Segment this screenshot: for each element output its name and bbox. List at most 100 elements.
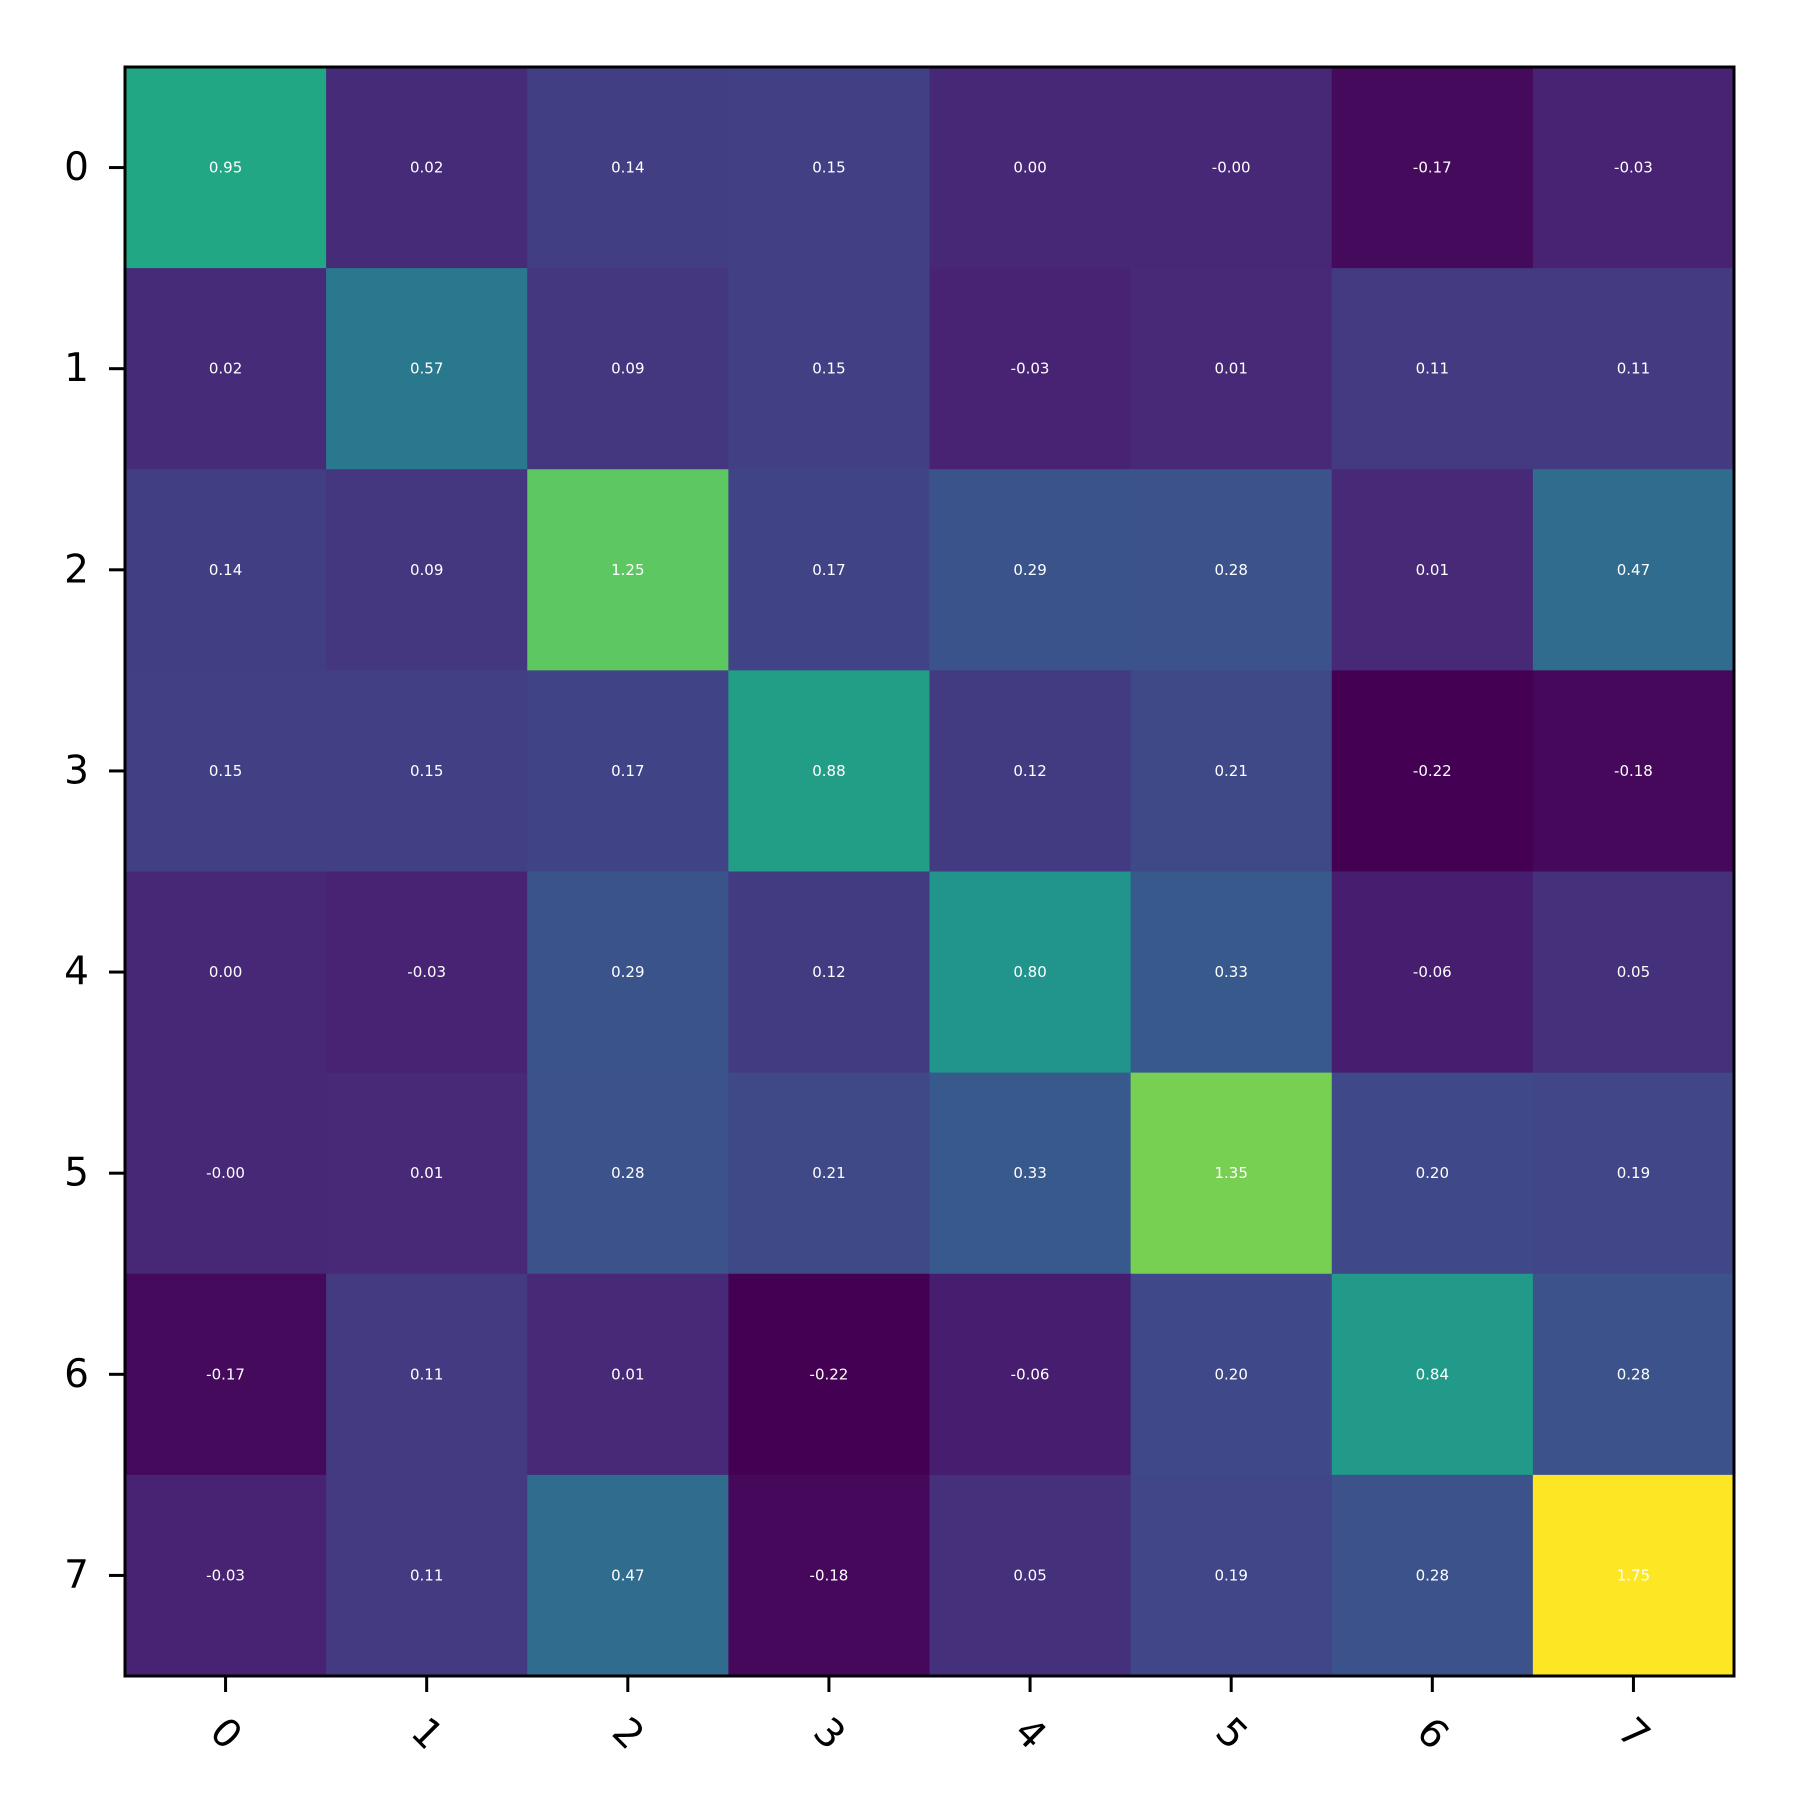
- cell-value-label: -0.18: [810, 1566, 849, 1584]
- heatmap-cell-r1-c1: [326, 268, 528, 470]
- cell-value-label: 0.01: [1214, 360, 1247, 378]
- y-axis: 0 1 2 3 4 5 6 7: [64, 145, 125, 1598]
- cell-value-label: 1.35: [1214, 1164, 1247, 1182]
- cell-value-labels: 0.95 0.02 0.14 0.15 0.00 -0.00 -0.17 -0.03 0.02 0…: [206, 159, 1653, 1585]
- y-tick-label: 3: [64, 748, 89, 793]
- cell-value-label: -0.00: [1212, 159, 1251, 177]
- plot-frame: [123, 65, 1736, 1678]
- heatmap-cell-r4-c2: [527, 871, 729, 1074]
- heatmap-cell-r6-c6: [1331, 1273, 1534, 1476]
- heatmap-cell-r0-c5: [1130, 67, 1333, 269]
- cell-value-label: 0.02: [410, 159, 443, 177]
- heatmap-cell-r5-c4: [929, 1072, 1132, 1275]
- heatmap-cell-r4-c1: [326, 871, 528, 1074]
- heatmap-cell-r1-c2: [527, 268, 729, 470]
- heatmap-cell-r0-c4: [929, 67, 1132, 269]
- heatmap-cell-r0-c3: [728, 67, 930, 269]
- cell-value-label: 0.00: [209, 963, 242, 981]
- cell-value-label: 0.20: [1416, 1164, 1449, 1182]
- heatmap-cell-r1-c0: [125, 268, 327, 470]
- y-tick-label: 7: [64, 1553, 89, 1598]
- heatmap-cell-r5-c1: [326, 1072, 528, 1275]
- heatmap-cell-r4-c4: [929, 871, 1132, 1074]
- heatmap-cell-r2-c7: [1532, 469, 1735, 671]
- cell-value-label: 0.19: [1214, 1566, 1247, 1584]
- heatmap-cell-r0-c0: [125, 67, 327, 269]
- cell-value-label: 1.75: [1617, 1566, 1650, 1584]
- cell-value-label: 0.00: [1013, 159, 1046, 177]
- heatmap-cell-r6-c7: [1532, 1273, 1735, 1476]
- heatmap-cell-r5-c0: [125, 1072, 327, 1275]
- heatmap-cell-r7-c4: [929, 1474, 1132, 1677]
- cell-value-label: 0.29: [611, 963, 644, 981]
- heatmap-cell-r7-c5: [1130, 1474, 1333, 1677]
- heatmap-cell-r1-c4: [929, 268, 1132, 470]
- heatmap-cell-r3-c1: [326, 670, 528, 872]
- cell-value-label: -0.17: [1413, 159, 1452, 177]
- y-tick-label: 1: [64, 346, 89, 391]
- heatmap-cell-r3-c3: [728, 670, 930, 872]
- cell-value-label: 0.15: [812, 360, 845, 378]
- heatmap-cells: [125, 67, 1735, 1677]
- heatmap-cell-r2-c0: [125, 469, 327, 671]
- cell-value-label: 0.29: [1013, 561, 1046, 579]
- cell-value-label: 0.15: [410, 762, 443, 780]
- cell-value-label: -0.03: [206, 1566, 245, 1584]
- cell-value-label: 0.17: [812, 561, 845, 579]
- cell-value-label: 0.01: [410, 1164, 443, 1182]
- cell-value-label: 0.11: [1617, 360, 1650, 378]
- y-tick-label: 0: [64, 145, 89, 190]
- heatmap-cell-r6-c1: [326, 1273, 528, 1476]
- cell-value-label: 0.11: [410, 1566, 443, 1584]
- heatmap-cell-r2-c4: [929, 469, 1132, 671]
- cell-value-label: 0.14: [611, 159, 644, 177]
- heatmap-cell-r1-c6: [1331, 268, 1534, 470]
- heatmap-cell-r3-c7: [1532, 670, 1735, 872]
- cell-value-label: 0.05: [1617, 963, 1650, 981]
- y-tick-label: 2: [64, 547, 89, 592]
- heatmap-cell-r3-c2: [527, 670, 729, 872]
- cell-value-label: 0.09: [611, 360, 644, 378]
- heatmap-cell-r5-c5: [1130, 1072, 1333, 1275]
- heatmap-cell-r2-c6: [1331, 469, 1534, 671]
- cell-value-label: 0.11: [410, 1365, 443, 1383]
- heatmap-cell-r0-c7: [1532, 67, 1735, 269]
- heatmap-cell-r4-c5: [1130, 871, 1333, 1074]
- heatmap-cell-r1-c7: [1532, 268, 1735, 470]
- heatmap-cell-r4-c3: [728, 871, 930, 1074]
- heatmap-cell-r5-c7: [1532, 1072, 1735, 1275]
- cell-value-label: -0.06: [1011, 1365, 1050, 1383]
- heatmap-cell-r7-c0: [125, 1474, 327, 1677]
- heatmap-cell-r0-c1: [326, 67, 528, 269]
- cell-value-label: 0.95: [209, 159, 242, 177]
- cell-value-label: 0.47: [611, 1566, 644, 1584]
- cell-value-label: 0.17: [611, 762, 644, 780]
- cell-value-label: 0.84: [1416, 1365, 1449, 1383]
- heatmap-cell-r0-c6: [1331, 67, 1534, 269]
- heatmap-cell-r6-c3: [728, 1273, 930, 1476]
- cell-value-label: -0.03: [407, 963, 446, 981]
- heatmap-cell-r5-c2: [527, 1072, 729, 1275]
- cell-value-label: -0.03: [1011, 360, 1050, 378]
- cell-value-label: 0.02: [209, 360, 242, 378]
- y-tick-label: 5: [64, 1151, 89, 1196]
- cell-value-label: 0.57: [410, 360, 443, 378]
- cell-value-label: 0.12: [1013, 762, 1046, 780]
- cell-value-label: 0.28: [611, 1164, 644, 1182]
- cell-value-label: -0.03: [1614, 159, 1653, 177]
- heatmap-cell-r3-c4: [929, 670, 1132, 872]
- heatmap-cell-r6-c2: [527, 1273, 729, 1476]
- cell-value-label: -0.18: [1614, 762, 1653, 780]
- heatmap-cell-r3-c6: [1331, 670, 1534, 872]
- cell-value-label: 0.11: [1416, 360, 1449, 378]
- cell-value-label: 0.14: [209, 561, 242, 579]
- heatmap-cell-r5-c6: [1331, 1072, 1534, 1275]
- cell-value-label: 0.21: [1214, 762, 1247, 780]
- cell-value-label: 0.33: [1013, 1164, 1046, 1182]
- heatmap-cell-r3-c0: [125, 670, 327, 872]
- heatmap-cell-r2-c1: [326, 469, 528, 671]
- cell-value-label: 0.21: [812, 1164, 845, 1182]
- cell-value-label: 0.01: [611, 1365, 644, 1383]
- cell-value-label: 0.19: [1617, 1164, 1650, 1182]
